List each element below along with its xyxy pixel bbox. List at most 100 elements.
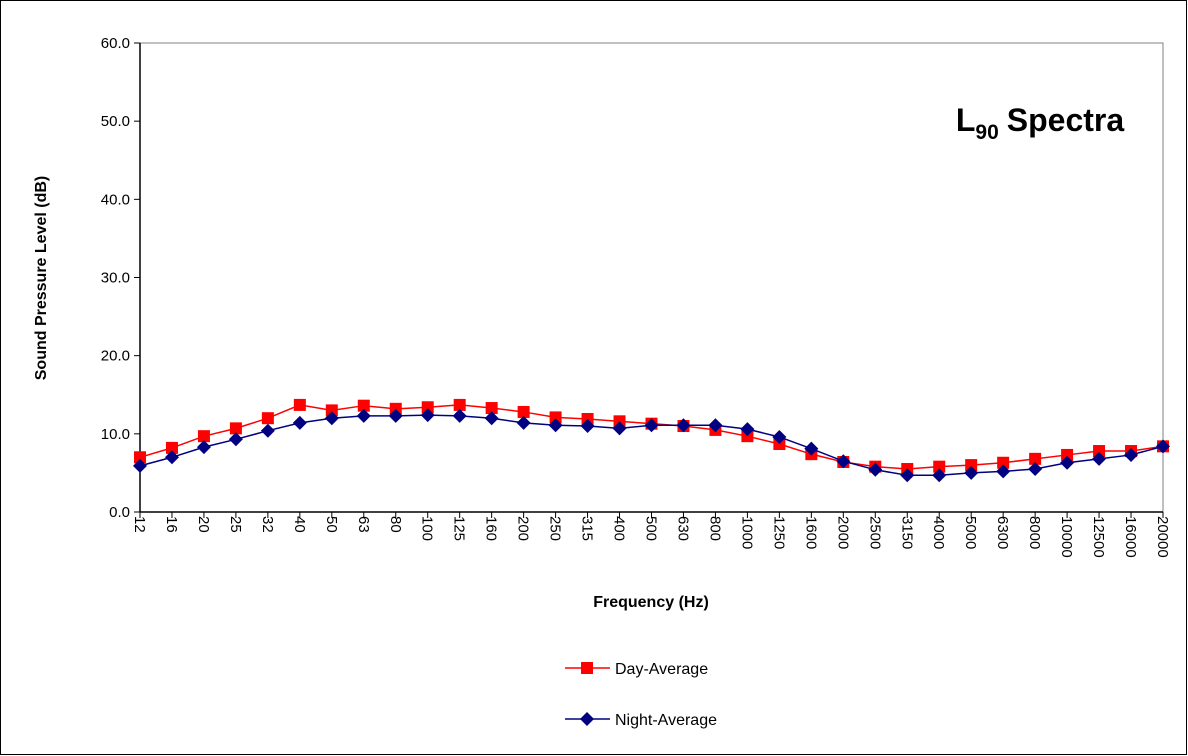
data-point	[1092, 451, 1107, 466]
data-point	[549, 411, 562, 424]
x-tick-label: 160	[483, 516, 500, 541]
title-subscript: 90	[975, 121, 998, 144]
data-point	[164, 450, 179, 465]
data-point	[612, 421, 627, 436]
data-point	[932, 468, 947, 483]
data-point	[516, 415, 531, 430]
data-point	[452, 408, 467, 423]
data-point	[613, 415, 626, 428]
data-point	[134, 451, 146, 464]
data-point	[836, 454, 851, 469]
data-point	[804, 441, 819, 456]
x-tick-label: 6300	[994, 516, 1011, 549]
x-tick-label: 630	[674, 516, 691, 541]
x-tick-label: 5000	[962, 516, 979, 549]
x-tick-label: 3150	[898, 516, 915, 549]
x-tick-label: 100	[419, 516, 436, 541]
data-point	[325, 404, 338, 417]
x-axis-title: Frequency (Hz)	[593, 594, 709, 611]
data-point	[581, 662, 593, 674]
title-text: Spectra	[1007, 102, 1125, 138]
legend-text: Night-Average	[615, 712, 717, 729]
x-tick-label: 12	[131, 516, 148, 533]
y-tick-label: 20.0	[101, 348, 130, 365]
data-point	[708, 418, 723, 433]
data-point	[421, 401, 434, 414]
x-tick-label: 8000	[1026, 516, 1043, 549]
x-tick-label: 10000	[1058, 516, 1075, 558]
data-point	[485, 402, 498, 415]
data-point	[517, 405, 530, 418]
data-point	[388, 408, 403, 423]
data-point	[773, 437, 786, 450]
data-point	[548, 418, 563, 433]
title-base: L	[956, 102, 976, 138]
y-tick-label: 10.0	[101, 426, 130, 443]
data-point	[965, 459, 978, 472]
x-tick-label: 125	[451, 516, 468, 541]
data-point	[996, 464, 1011, 479]
x-tick-label: 1000	[738, 516, 755, 549]
data-point	[868, 462, 883, 477]
data-point	[453, 398, 466, 411]
x-tick-label: 400	[611, 516, 628, 541]
data-point	[644, 418, 659, 433]
data-point	[1124, 447, 1139, 462]
data-point	[196, 440, 211, 455]
y-tick-label: 60.0	[101, 35, 130, 52]
x-tick-label: 40	[291, 516, 308, 533]
x-tick-label: 2500	[866, 516, 883, 549]
data-point	[580, 419, 595, 434]
x-tick-label: 315	[579, 516, 596, 541]
data-point	[197, 430, 210, 443]
data-point	[900, 468, 915, 483]
x-tick-label: 1250	[770, 516, 787, 549]
x-tick-label: 4000	[930, 516, 947, 549]
x-tick-label: 20	[195, 516, 212, 533]
data-point	[357, 399, 370, 412]
legend-text: Day-Average	[615, 661, 708, 678]
data-point	[933, 460, 946, 473]
data-point	[772, 429, 787, 444]
data-point	[292, 415, 307, 430]
x-tick-label: 800	[706, 516, 723, 541]
x-tick-label: 250	[547, 516, 564, 541]
x-tick-label: 200	[515, 516, 532, 541]
y-axis-title: Sound Pressure Level (dB)	[33, 176, 50, 381]
data-point	[580, 712, 594, 726]
data-point	[324, 411, 339, 426]
data-point	[676, 418, 691, 433]
y-tick-label: 30.0	[101, 270, 130, 287]
data-point	[165, 441, 178, 454]
x-tick-label: 63	[355, 516, 372, 533]
data-point	[484, 411, 499, 426]
data-point	[260, 423, 275, 438]
x-tick-label: 25	[227, 516, 244, 533]
x-tick-label: 1600	[802, 516, 819, 549]
x-tick-label: 16	[163, 516, 180, 533]
data-point	[997, 456, 1010, 469]
data-point	[740, 422, 755, 437]
data-point	[229, 422, 242, 435]
data-point	[389, 402, 402, 415]
data-point	[581, 412, 594, 425]
data-point	[356, 408, 371, 423]
x-tick-label: 2000	[834, 516, 851, 549]
x-tick-label: 80	[387, 516, 404, 533]
data-point	[1061, 448, 1074, 461]
x-tick-label: 32	[259, 516, 276, 533]
data-point	[1029, 452, 1042, 465]
data-point	[1093, 445, 1106, 458]
data-point	[133, 458, 147, 473]
chart-title: L90 Spectra	[956, 102, 1125, 144]
data-point	[741, 430, 754, 443]
x-tick-label: 16000	[1122, 516, 1139, 558]
x-tick-label: 20000	[1154, 516, 1171, 558]
data-point	[293, 398, 306, 411]
y-tick-label: 0.0	[109, 504, 130, 521]
x-tick-label: 12500	[1090, 516, 1107, 558]
data-point	[420, 408, 435, 423]
data-point	[964, 465, 979, 480]
